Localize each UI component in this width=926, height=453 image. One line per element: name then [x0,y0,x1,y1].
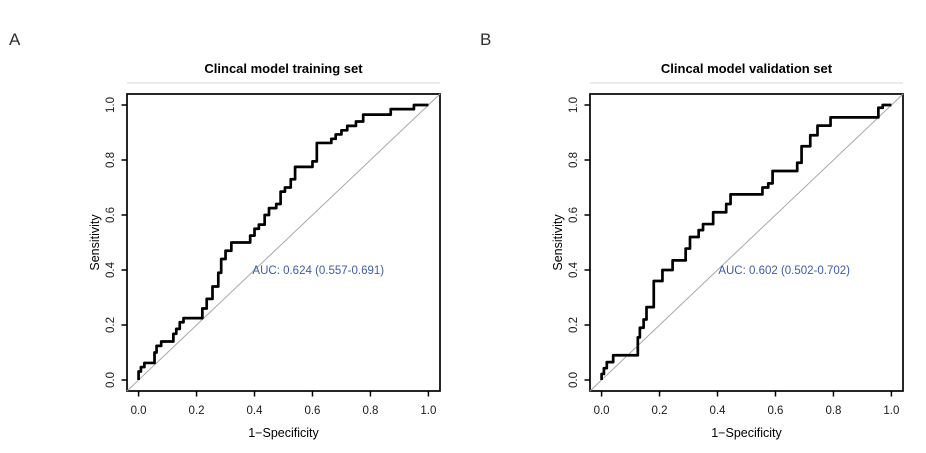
reference-diagonal [126,93,441,392]
roc-curve [137,103,429,380]
x-tick-label: 0.8 [825,405,841,417]
y-tick-label: 0.0 [105,372,117,388]
roc-curve [600,103,892,380]
y-tick-label: 0.4 [568,261,580,278]
y-tick-label: 0.2 [105,317,117,333]
x-tick-label: 0.4 [247,405,264,417]
x-tick-label: 1.0 [420,405,436,417]
roc-chart-validation: Clincal model validation set 0.0 0.2 0.4 0.6… [551,61,904,440]
x-tick-label: 0.8 [362,405,378,417]
plot-box [589,93,904,392]
x-axis-label: 1−Specificity [711,426,782,440]
y-tick-label: 0.6 [568,207,580,223]
x-tick-label: 0.6 [767,405,783,417]
y-tick-label: 1.0 [105,97,117,113]
y-axis-label: Sensitivity [88,214,102,271]
y-tick-label: 0.4 [105,261,117,278]
y-tick-label: 0.6 [105,207,117,223]
plot-box [126,93,441,392]
chart-title: Clincal model training set [204,61,363,76]
y-tick-label: 0.2 [568,317,580,333]
x-tick-label: 0.2 [189,405,205,417]
x-tick-label: 0.4 [710,405,727,417]
panel-b: B Clincal model validation set 0.0 0.2 0.4 0… [463,0,926,453]
y-tick-label: 1.0 [568,97,580,113]
y-tick-label: 0.8 [568,152,580,168]
y-tick-label: 0.0 [568,372,580,388]
panel-b-letter: B [480,30,492,49]
panel-a-letter: A [9,30,21,49]
y-axis-label: Sensitivity [551,214,565,271]
x-tick-label: 1.0 [883,405,899,417]
x-tick-label: 0.6 [304,405,320,417]
chart-title: Clincal model validation set [661,61,833,76]
x-tick-label: 0.0 [594,405,610,417]
x-tick-label: 0.0 [131,405,147,417]
auc-annotation: AUC: 0.624 (0.557-0.691) [252,265,384,277]
panel-a: A Clincal model training set 0.0 0.2 0.4 0.6… [9,30,441,440]
reference-diagonal [589,93,904,392]
auc-annotation: AUC: 0.602 (0.502-0.702) [718,265,850,277]
y-tick-label: 0.8 [105,152,117,168]
x-axis-label: 1−Specificity [248,426,319,440]
roc-chart-training: Clincal model training set 0.0 0.2 0.4 0.6 0.… [88,61,441,440]
x-tick-label: 0.2 [652,405,668,417]
